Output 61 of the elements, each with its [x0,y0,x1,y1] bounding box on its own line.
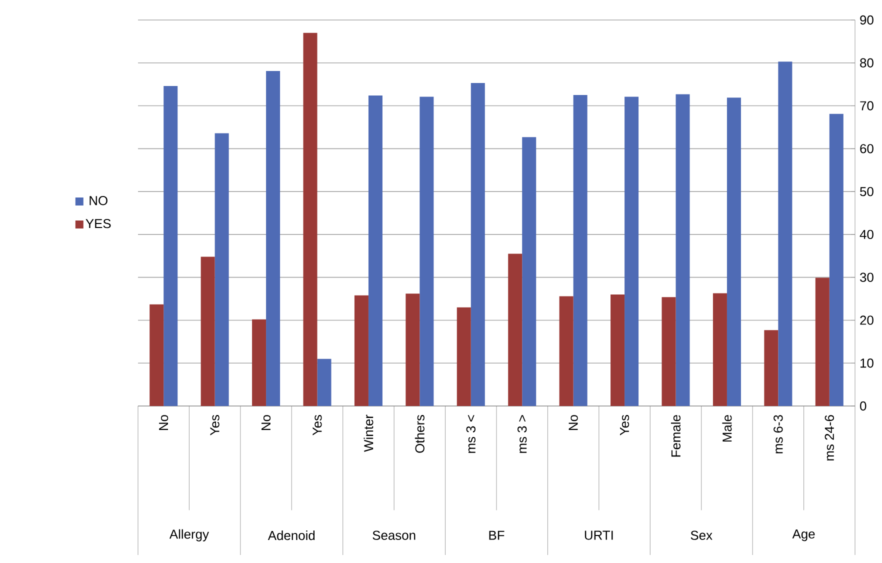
bar [164,86,178,406]
text: Age [792,530,815,542]
x-tick-label: Yes [620,414,630,436]
legend-label: YES [86,218,111,228]
y-tick-label: 0 [860,401,866,411]
bar [778,62,792,406]
bar [522,137,536,406]
text: URTI [584,530,613,540]
bar [573,95,588,406]
bar [200,256,215,406]
bar [508,254,522,406]
bar [317,358,332,406]
bar [829,114,844,406]
bar [624,96,639,406]
x-tick-label: ms 24-6 [824,415,834,460]
x-tick-label: Yes [312,414,322,436]
text: Sex [690,530,712,540]
bar [815,278,830,406]
bar [712,293,727,406]
bar [456,307,471,406]
y-tick-label: 50 [860,186,874,196]
bar [266,71,280,406]
bar [354,295,368,406]
text: BF [489,530,504,540]
bar [252,319,266,406]
y-tick-label: 80 [860,58,874,68]
x-tick-label: ms 6-3 [774,415,783,454]
bar [676,94,690,406]
y-tick-label: 30 [860,272,874,282]
text: Adenoid [268,530,315,540]
y-tick-label: 20 [860,316,874,325]
y-tick-label: 60 [860,144,874,154]
y-tick-label: 90 [860,15,874,25]
bar [662,297,676,406]
x-tick-label: No [262,415,271,430]
bar [559,296,574,406]
x-tick-label: ms 3 > [518,415,527,453]
text: Season [372,530,416,540]
bar [726,98,741,406]
x-tick-label: ms 3 < [466,415,476,453]
bar [470,83,485,406]
x-tick-label: Male [722,415,732,442]
bar [420,96,434,406]
bar [150,304,164,406]
legend-label: NO [90,196,108,206]
bar [764,330,778,406]
bar [214,133,229,406]
y-tick-label: 10 [860,358,874,368]
x-tick-label: Female [670,415,681,457]
bar [406,294,420,406]
x-tick-label: Winter [364,414,374,452]
y-tick-label: 40 [860,230,874,240]
bar [303,32,318,406]
x-tick-label: Yes [210,414,220,436]
y-tick-label: 70 [860,101,874,110]
x-tick-label: No [159,415,168,430]
bar [368,95,382,406]
text: Allergy [169,529,209,542]
x-tick-label: Others [414,414,424,453]
x-tick-label: No [568,415,578,430]
bar [610,294,625,406]
